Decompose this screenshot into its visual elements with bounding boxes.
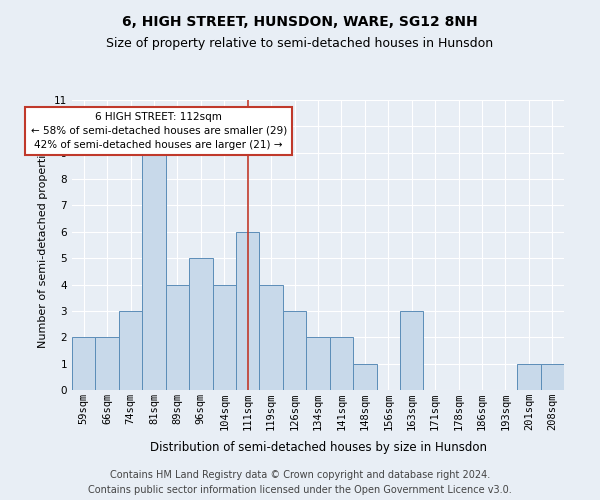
Bar [259,284,283,390]
Text: Size of property relative to semi-detached houses in Hunsdon: Size of property relative to semi-detach… [106,38,494,51]
Bar [283,311,306,390]
Text: 6 HIGH STREET: 112sqm
← 58% of semi-detached houses are smaller (29)
42% of semi: 6 HIGH STREET: 112sqm ← 58% of semi-deta… [31,112,287,150]
Text: Contains HM Land Registry data © Crown copyright and database right 2024.
Contai: Contains HM Land Registry data © Crown c… [88,470,512,495]
Bar [541,364,564,390]
Bar [166,284,189,390]
Bar [189,258,212,390]
Y-axis label: Number of semi-detached properties: Number of semi-detached properties [38,142,49,348]
Bar [353,364,377,390]
Text: 6, HIGH STREET, HUNSDON, WARE, SG12 8NH: 6, HIGH STREET, HUNSDON, WARE, SG12 8NH [122,15,478,29]
Bar [236,232,259,390]
Bar [306,338,330,390]
Bar [72,338,95,390]
Bar [400,311,424,390]
Bar [95,338,119,390]
Bar [330,338,353,390]
X-axis label: Distribution of semi-detached houses by size in Hunsdon: Distribution of semi-detached houses by … [149,442,487,454]
Bar [517,364,541,390]
Bar [119,311,142,390]
Bar [142,152,166,390]
Bar [212,284,236,390]
